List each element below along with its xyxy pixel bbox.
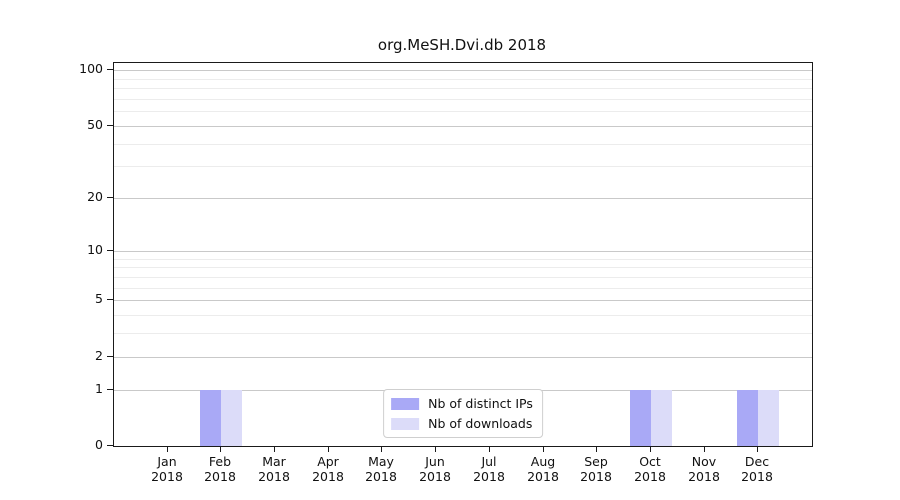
x-tick-label: Dec 2018 (741, 454, 773, 484)
legend-item-downloads: Nb of downloads (391, 416, 533, 431)
y-tick-mark (107, 445, 113, 446)
x-tick-mark (328, 446, 329, 452)
x-tick-mark (167, 446, 168, 452)
y-tick-label: 2 (95, 348, 103, 363)
y-tick-label: 10 (87, 242, 103, 257)
legend-item-distinct-ips: Nb of distinct IPs (391, 396, 533, 411)
y-tick-label: 100 (79, 61, 103, 76)
x-tick-label: Feb 2018 (204, 454, 236, 484)
bar-dec-downloads (758, 390, 779, 446)
major-gridline (114, 198, 812, 199)
bar-oct-distinct-ips (630, 390, 651, 446)
chart-title: org.MeSH.Dvi.db 2018 (377, 36, 547, 54)
minor-gridline (114, 277, 812, 278)
plot-area: Nb of distinct IPs Nb of downloads (113, 62, 813, 447)
y-tick-mark (107, 197, 113, 198)
minor-gridline (114, 88, 812, 89)
major-gridline (114, 251, 812, 252)
minor-gridline (114, 166, 812, 167)
x-tick-label: Jul 2018 (473, 454, 505, 484)
y-tick-label: 1 (95, 381, 103, 396)
legend-swatch-distinct-ips (391, 397, 420, 410)
legend-label-distinct-ips: Nb of distinct IPs (428, 396, 533, 411)
x-tick-mark (650, 446, 651, 452)
minor-gridline (114, 144, 812, 145)
x-tick-label: Mar 2018 (258, 454, 290, 484)
y-tick-label: 50 (87, 117, 103, 132)
legend-swatch-downloads (391, 417, 420, 430)
minor-gridline (114, 99, 812, 100)
minor-gridline (114, 267, 812, 268)
minor-gridline (114, 79, 812, 80)
x-tick-label: Apr 2018 (312, 454, 344, 484)
minor-gridline (114, 288, 812, 289)
minor-gridline (114, 315, 812, 316)
major-gridline (114, 357, 812, 358)
x-tick-mark (757, 446, 758, 452)
minor-gridline (114, 333, 812, 334)
x-tick-mark (704, 446, 705, 452)
y-tick-label: 20 (87, 189, 103, 204)
x-tick-label: Sep 2018 (580, 454, 612, 484)
legend: Nb of distinct IPs Nb of downloads (383, 389, 543, 438)
major-gridline (114, 300, 812, 301)
x-tick-label: Jan 2018 (151, 454, 183, 484)
x-tick-label: Jun 2018 (419, 454, 451, 484)
y-tick-mark (107, 299, 113, 300)
x-tick-mark (543, 446, 544, 452)
y-tick-label: 0 (95, 437, 103, 452)
x-tick-mark (220, 446, 221, 452)
y-tick-mark (107, 356, 113, 357)
x-tick-label: Nov 2018 (688, 454, 720, 484)
y-tick-mark (107, 125, 113, 126)
minor-gridline (114, 259, 812, 260)
bar-oct-downloads (651, 390, 672, 446)
major-gridline (114, 126, 812, 127)
x-tick-mark (274, 446, 275, 452)
bar-dec-distinct-ips (737, 390, 758, 446)
y-tick-mark (107, 69, 113, 70)
x-tick-label: Oct 2018 (634, 454, 666, 484)
x-tick-label: May 2018 (365, 454, 397, 484)
major-gridline (114, 70, 812, 71)
y-tick-label: 5 (95, 291, 103, 306)
minor-gridline (114, 111, 812, 112)
bar-feb-distinct-ips (200, 390, 221, 446)
x-tick-mark (596, 446, 597, 452)
x-tick-mark (381, 446, 382, 452)
x-tick-label: Aug 2018 (527, 454, 559, 484)
y-tick-mark (107, 389, 113, 390)
x-tick-mark (435, 446, 436, 452)
x-tick-mark (489, 446, 490, 452)
legend-label-downloads: Nb of downloads (428, 416, 533, 431)
bar-feb-downloads (221, 390, 242, 446)
y-tick-mark (107, 250, 113, 251)
